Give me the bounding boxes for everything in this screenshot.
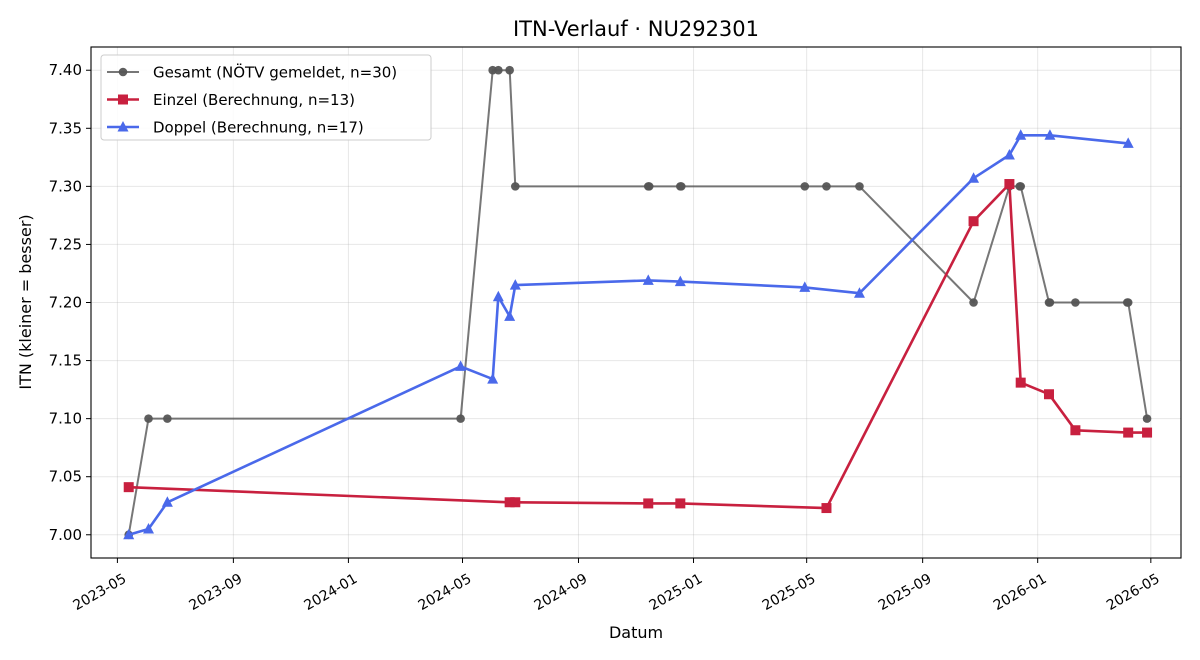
legend-marker bbox=[118, 94, 128, 105]
data-point bbox=[1071, 298, 1080, 307]
data-point bbox=[1122, 137, 1134, 148]
data-point bbox=[1142, 427, 1153, 438]
data-point bbox=[1003, 149, 1015, 160]
y-axis: 7.00 7.05 7.10 7.15 7.20 7.25 7.30 7.35 7.40 bbox=[49, 61, 91, 544]
legend-item: Doppel (Berechnung, n=17) bbox=[107, 119, 364, 137]
y-tick-label: 7.35 bbox=[49, 119, 82, 137]
legend-label: Doppel (Berechnung, n=17) bbox=[153, 119, 364, 137]
legend-box bbox=[100, 54, 432, 141]
data-point bbox=[504, 497, 515, 508]
data-point bbox=[1045, 298, 1055, 307]
data-point bbox=[494, 65, 503, 75]
data-point bbox=[643, 498, 654, 509]
data-point bbox=[1015, 377, 1026, 388]
legend-marker bbox=[118, 67, 128, 77]
series-layer bbox=[123, 65, 1153, 540]
y-tick-label: 7.30 bbox=[49, 177, 82, 195]
data-point bbox=[1015, 129, 1027, 140]
data-point bbox=[1123, 427, 1134, 438]
legend-item: Gesamt (NÖTV gemeldet, n=30) bbox=[107, 63, 397, 82]
y-tick-label: 7.05 bbox=[49, 468, 82, 486]
data-point bbox=[675, 498, 686, 509]
data-point bbox=[143, 522, 155, 534]
data-point bbox=[123, 528, 135, 540]
data-point bbox=[1142, 414, 1152, 423]
data-point bbox=[674, 275, 686, 287]
y-tick-label: 7.20 bbox=[49, 294, 82, 312]
data-point bbox=[455, 360, 467, 371]
data-point bbox=[1043, 389, 1054, 400]
data-point bbox=[456, 414, 465, 423]
data-point bbox=[799, 281, 811, 292]
data-point bbox=[487, 373, 499, 384]
data-point bbox=[969, 298, 978, 307]
x-axis-label: Datum bbox=[609, 623, 663, 642]
data-point bbox=[676, 182, 686, 191]
data-point bbox=[800, 182, 810, 191]
data-point bbox=[505, 65, 514, 75]
data-point bbox=[163, 414, 172, 423]
data-point bbox=[1044, 129, 1056, 140]
legend-label: Einzel (Berechnung, n=13) bbox=[153, 91, 355, 109]
data-point bbox=[855, 182, 864, 191]
legend-label: Gesamt (NÖTV gemeldet, n=30) bbox=[153, 63, 397, 82]
data-point bbox=[821, 503, 832, 514]
data-point bbox=[822, 182, 831, 191]
data-point bbox=[644, 182, 654, 191]
y-tick-label: 7.40 bbox=[49, 61, 82, 79]
data-point bbox=[123, 482, 134, 493]
legend-item: Einzel (Berechnung, n=13) bbox=[107, 91, 355, 109]
data-point bbox=[492, 290, 504, 302]
y-tick-label: 7.00 bbox=[49, 526, 82, 544]
data-point bbox=[853, 287, 865, 298]
y-tick-label: 7.25 bbox=[49, 235, 82, 253]
legend: Gesamt (NÖTV gemeldet, n=30) Einzel (Bere… bbox=[100, 54, 432, 141]
data-point bbox=[510, 497, 521, 508]
legend-marker bbox=[117, 121, 129, 132]
data-point bbox=[509, 279, 521, 290]
data-point bbox=[1004, 179, 1015, 190]
series-square-2 bbox=[123, 179, 1153, 514]
data-point bbox=[511, 182, 520, 191]
data-point bbox=[161, 496, 173, 507]
y-tick-label: 7.15 bbox=[49, 352, 82, 370]
y-axis-label: ITN (kleiner = besser) bbox=[16, 214, 35, 389]
chart-title: ITN-Verlauf · NU292301 bbox=[513, 17, 759, 41]
series-triangle-3 bbox=[123, 129, 1134, 540]
data-point bbox=[144, 414, 153, 423]
data-point bbox=[1016, 182, 1026, 191]
data-point bbox=[968, 172, 980, 183]
data-point bbox=[642, 274, 654, 285]
data-point bbox=[504, 310, 516, 321]
data-point bbox=[1123, 298, 1133, 307]
data-point bbox=[968, 216, 979, 227]
y-tick-label: 7.10 bbox=[49, 410, 82, 428]
data-point bbox=[1070, 425, 1081, 436]
